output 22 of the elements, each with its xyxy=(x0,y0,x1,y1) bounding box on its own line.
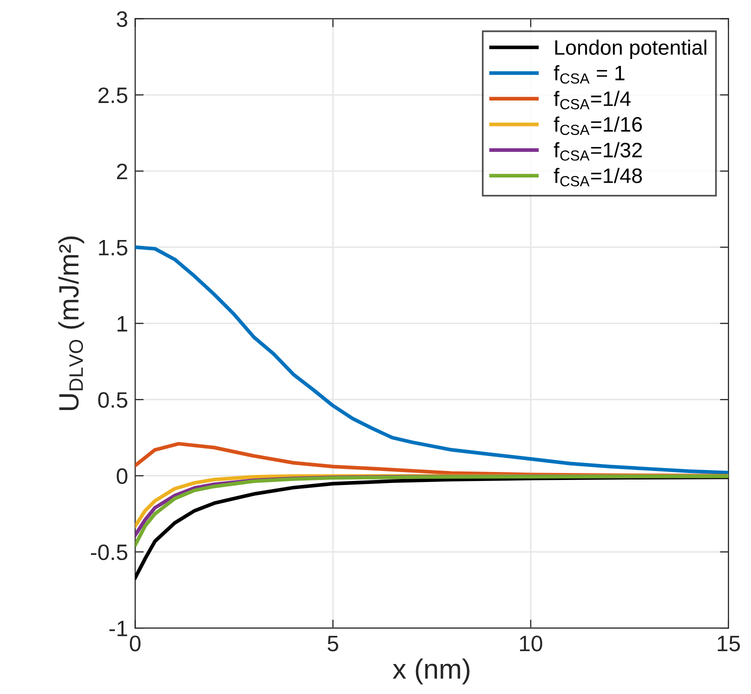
legend-label: f$_{CSA}$=1/32 xyxy=(554,142,642,161)
y-tick-label: -0.5 xyxy=(90,544,128,560)
x-tick-label: 0 xyxy=(130,636,140,652)
legend-label: f$_{CSA}$=1/4 xyxy=(554,90,631,110)
y-tick-label: 1.5 xyxy=(99,240,128,256)
y-tick-label: 0.5 xyxy=(98,392,128,408)
y-axis-title: U$_{DLVO}$ (mJ/m²) xyxy=(58,236,84,410)
legend-label: f$_{CSA}$=1/16 xyxy=(554,116,642,136)
y-tick-label: -1 xyxy=(109,620,128,636)
x-tick-label: 15 xyxy=(718,636,740,652)
legend-label: f$_{CSA}$=1/48 xyxy=(554,168,642,186)
legend-label: London potential xyxy=(555,40,706,59)
y-tick-label: 1 xyxy=(118,316,128,332)
x-tick-label: 5 xyxy=(328,636,338,652)
y-tick-label: 3 xyxy=(116,11,128,28)
y-tick-label: 2 xyxy=(116,164,128,180)
x-axis-title: x (nm) xyxy=(392,658,470,684)
y-tick-label: 0 xyxy=(116,468,128,484)
legend-label: f$_{CSA}$ = 1 xyxy=(554,65,624,84)
line-series xyxy=(135,245,728,474)
x-tick-label: 10 xyxy=(520,636,542,652)
y-tick-label: 2.5 xyxy=(98,87,128,104)
